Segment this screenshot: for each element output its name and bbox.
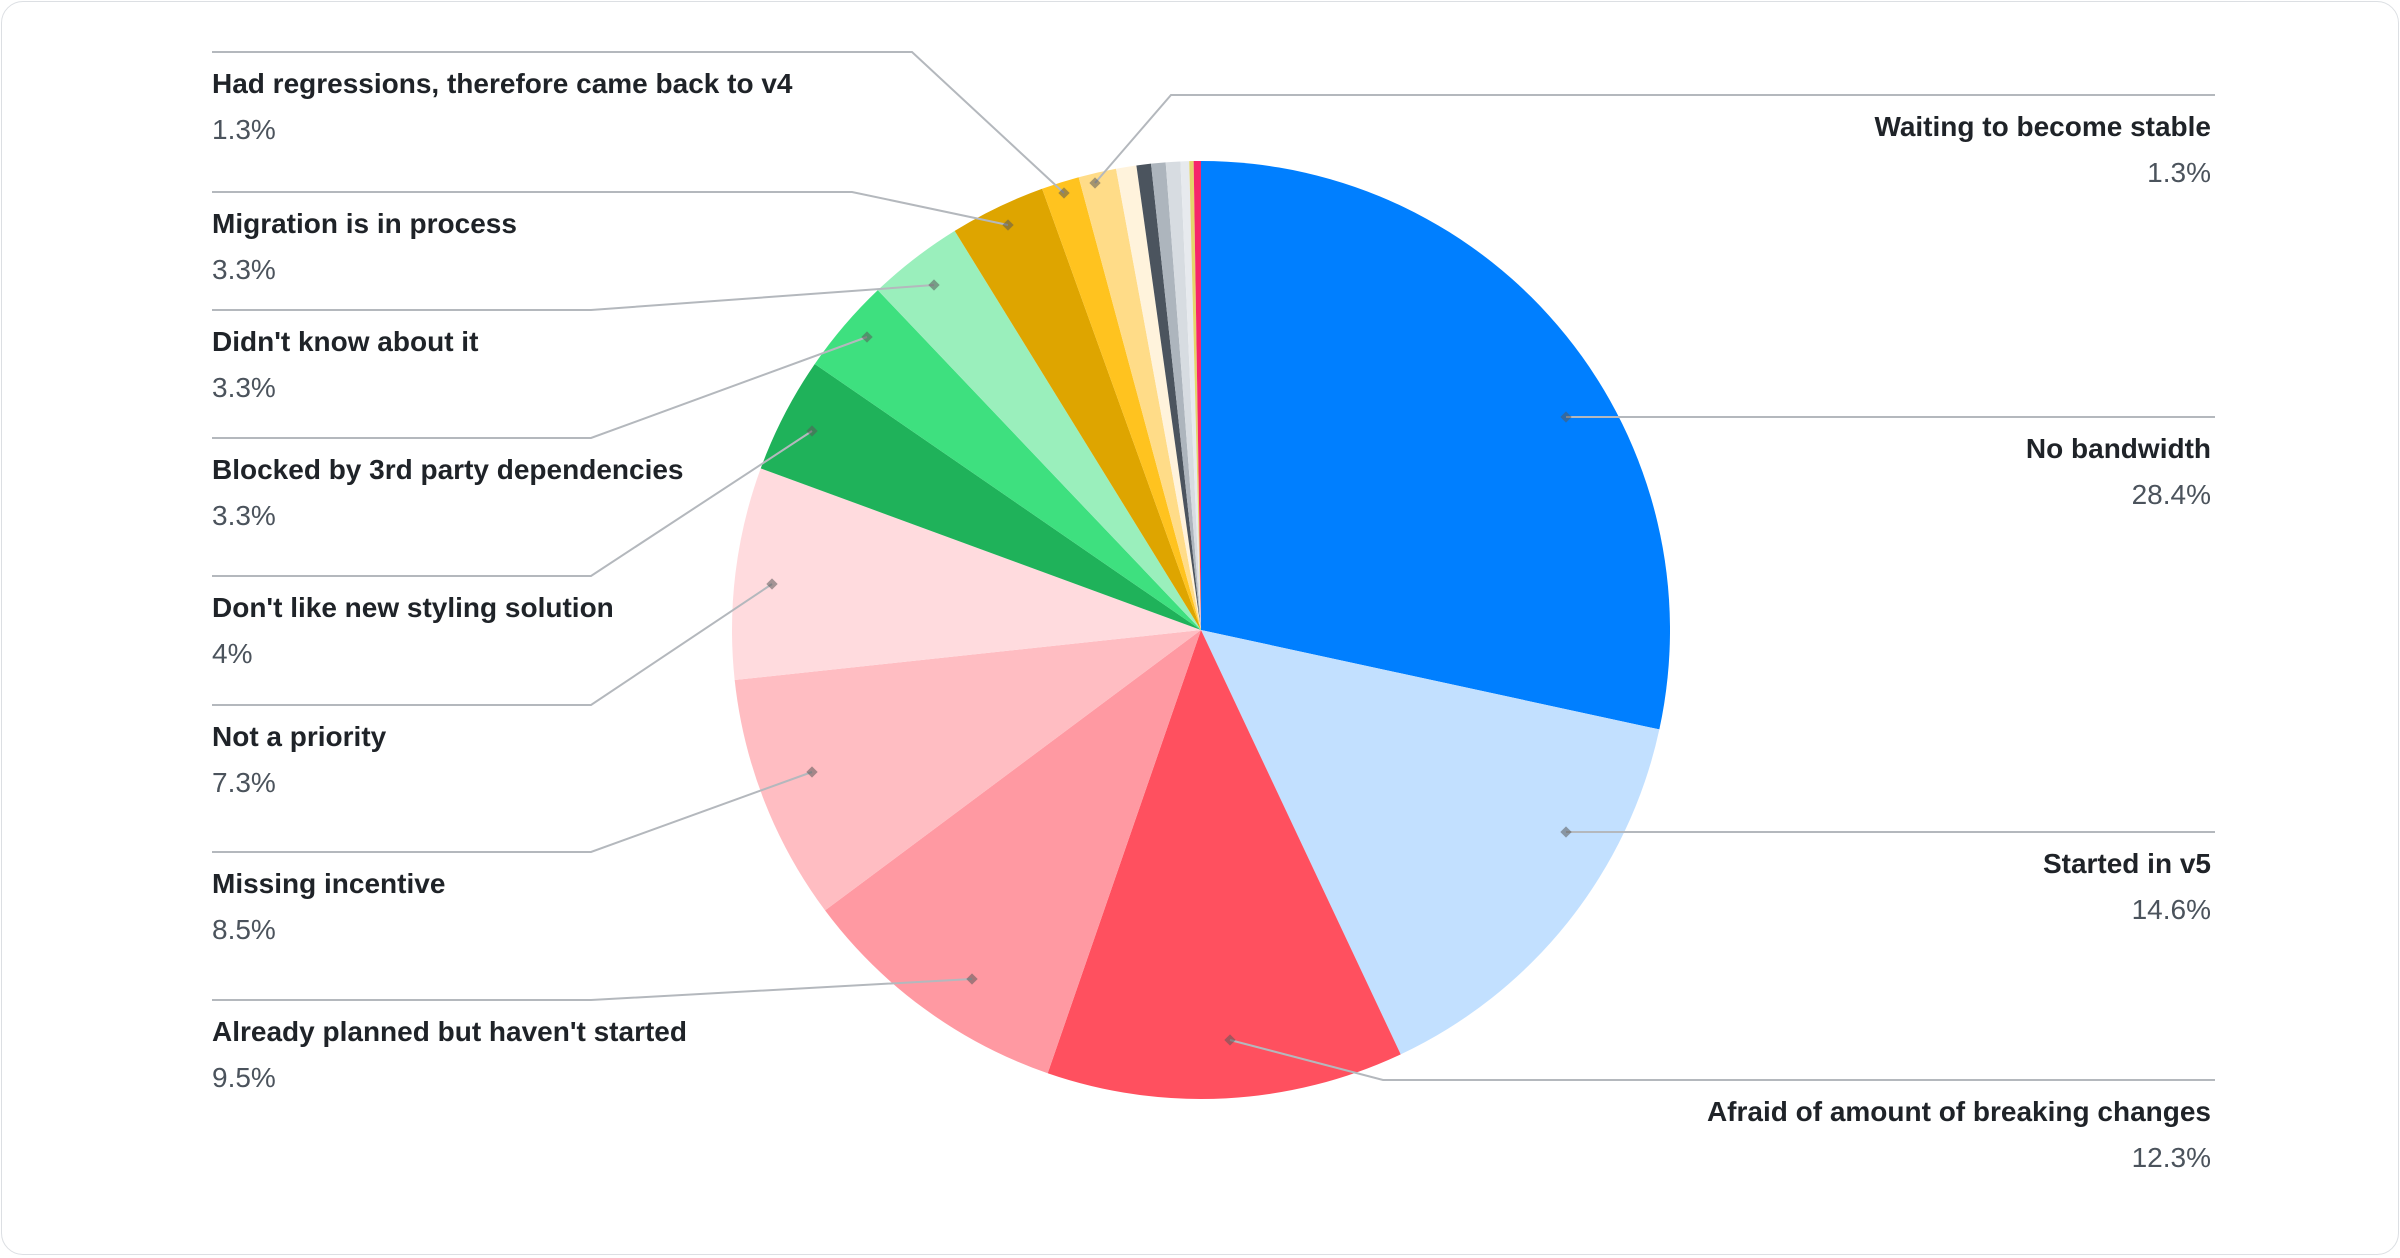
slice-label: Migration is in process 3.3% <box>212 207 517 287</box>
slice-label-percent: 3.3% <box>212 500 276 531</box>
slice-label: Missing incentive 8.5% <box>212 867 445 947</box>
leader-dot <box>806 766 818 778</box>
pie-slice[interactable] <box>760 363 1201 630</box>
pie-slice[interactable] <box>877 230 1201 630</box>
pie-slice[interactable] <box>731 468 1201 681</box>
pie-slice[interactable] <box>954 188 1201 630</box>
pie-slice[interactable] <box>825 630 1201 1074</box>
leader-dot <box>766 578 778 590</box>
slice-label-name: Started in v5 <box>2042 848 2211 879</box>
slice-label-percent: 4% <box>212 638 253 669</box>
leader-line <box>212 336 868 439</box>
slice-label-name: No bandwidth <box>2025 433 2211 464</box>
pie-slice[interactable] <box>814 290 1201 630</box>
slice-label-name: Waiting to become stable <box>1874 111 2211 142</box>
slice-label-name: Afraid of amount of breaking changes <box>1706 1096 2211 1127</box>
pie-slice[interactable] <box>1047 630 1401 1099</box>
slice-label-percent: 9.5% <box>212 1062 276 1093</box>
leader-dot <box>806 425 818 437</box>
pie-slice[interactable] <box>1165 161 1201 630</box>
slice-label-percent: 3.3% <box>212 254 276 285</box>
slice-label-name: Don't like new styling solution <box>212 592 614 623</box>
slice-label-percent: 14.6% <box>2131 894 2211 925</box>
slice-label-percent: 28.4% <box>2131 479 2211 510</box>
leader-dot <box>1058 187 1070 199</box>
slice-label: Waiting to become stable 1.3% <box>1874 110 2211 190</box>
leader-dot <box>966 973 978 985</box>
leader-dot <box>861 331 873 343</box>
slice-label: Blocked by 3rd party dependencies 3.3% <box>212 453 684 533</box>
slice-label: Afraid of amount of breaking changes 12.3… <box>1707 1095 2211 1175</box>
slice-label-percent: 12.3% <box>2131 1142 2211 1173</box>
pie-slice[interactable] <box>1201 630 1660 1055</box>
slice-label-percent: 3.3% <box>212 372 276 403</box>
leader-dot <box>1224 1034 1236 1046</box>
slice-label-name: Not a priority <box>212 721 387 752</box>
pie-slice[interactable] <box>734 630 1201 911</box>
leader-line <box>212 771 813 853</box>
slice-label: Don't like new styling solution 4% <box>212 591 614 671</box>
pie-slice[interactable] <box>1180 161 1201 630</box>
slice-label: No bandwidth 28.4% <box>2026 432 2211 512</box>
leader-line <box>212 191 1009 226</box>
leader-dot <box>928 279 940 291</box>
slice-label: Had regressions, therefore came back to … <box>212 67 792 147</box>
leader-line <box>1229 1039 2215 1081</box>
pie-slice[interactable] <box>1078 168 1201 630</box>
slice-label-name: Missing incentive <box>212 868 446 899</box>
slice-label-name: Didn't know about it <box>212 326 479 357</box>
slice-label: Started in v5 14.6% <box>2043 847 2211 927</box>
slice-label-name: Blocked by 3rd party dependencies <box>212 454 684 485</box>
leader-line <box>212 430 813 577</box>
pie-slice[interactable] <box>1193 161 1201 630</box>
leader-line <box>212 978 973 1001</box>
slice-label-name: Had regressions, therefore came back to … <box>212 68 793 99</box>
slice-label-percent: 8.5% <box>212 914 276 945</box>
leader-line <box>212 583 773 706</box>
leader-dot <box>1089 177 1101 189</box>
slice-label: Not a priority 7.3% <box>212 720 386 800</box>
slice-label-percent: 1.3% <box>212 114 276 145</box>
leader-dot <box>1002 219 1014 231</box>
slice-label-percent: 7.3% <box>212 767 276 798</box>
pie-slice[interactable] <box>1150 162 1201 631</box>
leader-dot <box>1560 826 1572 838</box>
slice-label-name: Already planned but haven't started <box>212 1016 687 1047</box>
slice-label: Didn't know about it 3.3% <box>212 325 478 405</box>
leader-line <box>1094 94 2215 184</box>
pie-slice[interactable] <box>1136 163 1201 631</box>
pie-slice[interactable] <box>1189 161 1201 630</box>
slice-label: Already planned but haven't started 9.5% <box>212 1015 687 1095</box>
slice-label-name: Migration is in process <box>212 208 517 239</box>
leader-line <box>212 284 935 311</box>
slice-label-percent: 1.3% <box>2147 157 2211 188</box>
pie-slice[interactable] <box>1116 165 1201 631</box>
pie-slice[interactable] <box>1042 177 1201 630</box>
leader-dot <box>1560 411 1572 423</box>
pie-slice[interactable] <box>1201 161 1670 730</box>
leader-line <box>212 51 1065 194</box>
